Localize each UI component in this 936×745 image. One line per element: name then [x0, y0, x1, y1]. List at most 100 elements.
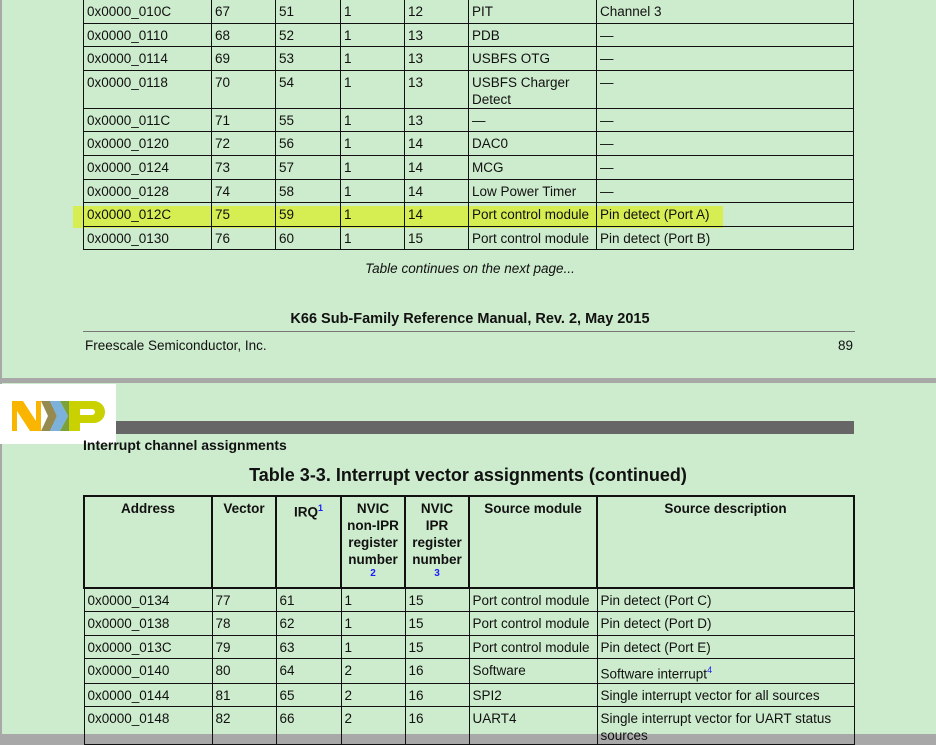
- cell-address: 0x0000_0144: [83, 682, 213, 708]
- manual-title: K66 Sub-Family Reference Manual, Rev. 2,…: [290, 311, 650, 327]
- interrupt-table-page2: Address Vector IRQ1 NVIC non-IPR registe…: [83, 495, 855, 745]
- cell-vector: 69: [211, 46, 276, 71]
- cell-irq: 60: [275, 225, 341, 251]
- cell-address: 0x0000_0118: [83, 69, 212, 109]
- table-title: Table 3-3. Interrupt vector assignments …: [249, 465, 687, 485]
- table-row: 0x0000_0120 72 56 1 14 DAC0—: [83, 131, 854, 156]
- cell-source-module: USBFS Charger Detect: [468, 69, 597, 109]
- table-row: 0x0000_0144 81 65 2 16 SPI2 Single interrupt v…: [83, 682, 855, 708]
- cell-vector: 67: [211, 0, 276, 24]
- cell-source-module: Port control module: [468, 202, 597, 227]
- header-irq: IRQ1: [275, 495, 342, 589]
- cell-source-description: —: [596, 131, 854, 156]
- cell-vector: 82: [211, 706, 277, 745]
- header-address: Address: [83, 495, 213, 589]
- page-number: 89: [837, 338, 853, 353]
- cell-vector: 80: [211, 658, 277, 684]
- cell-nvic-non-ipr: 1: [340, 202, 405, 227]
- cell-nvic-non-ipr: 1: [340, 154, 405, 180]
- cell-nvic-non-ipr: 1: [340, 0, 405, 24]
- cell-nvic-ipr: 16: [404, 658, 470, 684]
- cell-irq: 53: [275, 46, 341, 71]
- cell-source-module: PIT: [468, 0, 597, 24]
- cell-source-module: Software: [468, 658, 598, 684]
- cell-source-description: Channel 3: [596, 0, 854, 24]
- header-nvic-ipr: NVIC IPR register number 3: [404, 495, 470, 589]
- cell-address: 0x0000_012C: [83, 202, 212, 227]
- table-continues-note: Table continues on the next page...: [365, 261, 575, 276]
- cell-nvic-ipr: 15: [404, 587, 470, 613]
- table-row: 0x0000_011C 71 55 1 13— —: [83, 107, 854, 133]
- cell-address: 0x0000_010C: [83, 0, 212, 24]
- cell-address: 0x0000_0110: [83, 22, 212, 48]
- cell-source-module: Port control module: [468, 225, 597, 251]
- section-header-bar: [116, 421, 854, 434]
- cell-source-description: —: [596, 69, 854, 109]
- footnote-link[interactable]: 1: [318, 503, 324, 513]
- table-row: 0x0000_0128 74 58 1 14 Low Power Timer —: [83, 178, 854, 204]
- cell-nvic-ipr: 16: [404, 682, 470, 708]
- cell-nvic-ipr: 13: [404, 107, 469, 133]
- cell-vector: 70: [211, 69, 276, 109]
- cell-vector: 73: [211, 154, 276, 180]
- cell-vector: 74: [211, 178, 276, 204]
- table-row: 0x0000_0110 68 52 1 13 PDB —: [83, 22, 854, 48]
- cell-nvic-ipr: 16: [404, 706, 470, 745]
- interrupt-table-page1: 0x0000_010C 67 51 1 12 PIT Channel 3 0x0000_011…: [83, 0, 854, 251]
- cell-vector: 76: [211, 225, 276, 251]
- cell-vector: 75: [211, 202, 276, 227]
- cell-nvic-non-ipr: 1: [340, 587, 406, 613]
- cell-source-description: Pin detect (Port E): [596, 634, 855, 660]
- footnote-link[interactable]: 4: [707, 665, 713, 676]
- cell-source-description: —: [596, 107, 854, 133]
- cell-irq: 64: [275, 658, 342, 684]
- cell-nvic-non-ipr: 1: [340, 22, 405, 48]
- publisher: Freescale Semiconductor, Inc.: [85, 338, 267, 353]
- cell-source-description: Pin detect (Port A): [596, 202, 854, 227]
- header-source-description: Source description: [596, 495, 855, 589]
- cell-source-module: —: [468, 107, 597, 133]
- cell-source-module: PDB: [468, 22, 597, 48]
- footnote-link[interactable]: 2: [370, 568, 376, 579]
- cell-address: 0x0000_0148: [83, 706, 213, 745]
- table-header-row: Address Vector IRQ1 NVIC non-IPR registe…: [83, 495, 855, 589]
- cell-address: 0x0000_013C: [83, 634, 213, 660]
- cell-source-description: Pin detect (Port B): [596, 225, 854, 251]
- cell-source-module: SPI2: [468, 682, 598, 708]
- cell-vector: 79: [211, 634, 277, 660]
- cell-address: 0x0000_0130: [83, 225, 212, 251]
- footer-divider: [83, 331, 855, 332]
- cell-irq: 55: [275, 107, 341, 133]
- section-title: Interrupt channel assignments: [83, 437, 287, 453]
- cell-irq: 66: [275, 706, 342, 745]
- table-row: 0x0000_0124 73 57 1 14 MCG —: [83, 154, 854, 180]
- cell-nvic-non-ipr: 1: [340, 634, 406, 660]
- cell-nvic-ipr: 13: [404, 69, 469, 109]
- cell-nvic-ipr: 13: [404, 46, 469, 71]
- cell-irq: 52: [275, 22, 341, 48]
- table-row: 0x0000_0148 82 66 2 16 UART4 Single interrupt …: [83, 706, 855, 745]
- cell-nvic-ipr: 13: [404, 22, 469, 48]
- cell-source-description: —: [596, 46, 854, 71]
- cell-nvic-ipr: 14: [404, 202, 469, 227]
- cell-nvic-non-ipr: 1: [340, 131, 405, 156]
- cell-vector: 68: [211, 22, 276, 48]
- cell-irq: 59: [275, 202, 341, 227]
- cell-address: 0x0000_011C: [83, 107, 212, 133]
- cell-source-module: UART4: [468, 706, 598, 745]
- cell-address: 0x0000_0138: [83, 611, 213, 636]
- cell-nvic-non-ipr: 1: [340, 611, 406, 636]
- cell-nvic-non-ipr: 1: [340, 225, 405, 251]
- cell-nvic-non-ipr: 1: [340, 46, 405, 71]
- cell-source-description: Single interrupt vector for UART status …: [596, 706, 855, 745]
- header-source-module: Source module: [468, 495, 598, 589]
- cell-irq: 65: [275, 682, 342, 708]
- table-row: 0x0000_0140 80 64 2 16 Software Software inter…: [83, 658, 855, 684]
- cell-source-description: —: [596, 178, 854, 204]
- table-row: 0x0000_0114 69 53 1 13 USBFS OTG —: [83, 46, 854, 71]
- cell-irq: 54: [275, 69, 341, 109]
- footnote-link[interactable]: 3: [434, 568, 440, 579]
- cell-source-module: Port control module: [468, 611, 598, 636]
- cell-irq: 51: [275, 0, 341, 24]
- cell-nvic-ipr: 15: [404, 611, 470, 636]
